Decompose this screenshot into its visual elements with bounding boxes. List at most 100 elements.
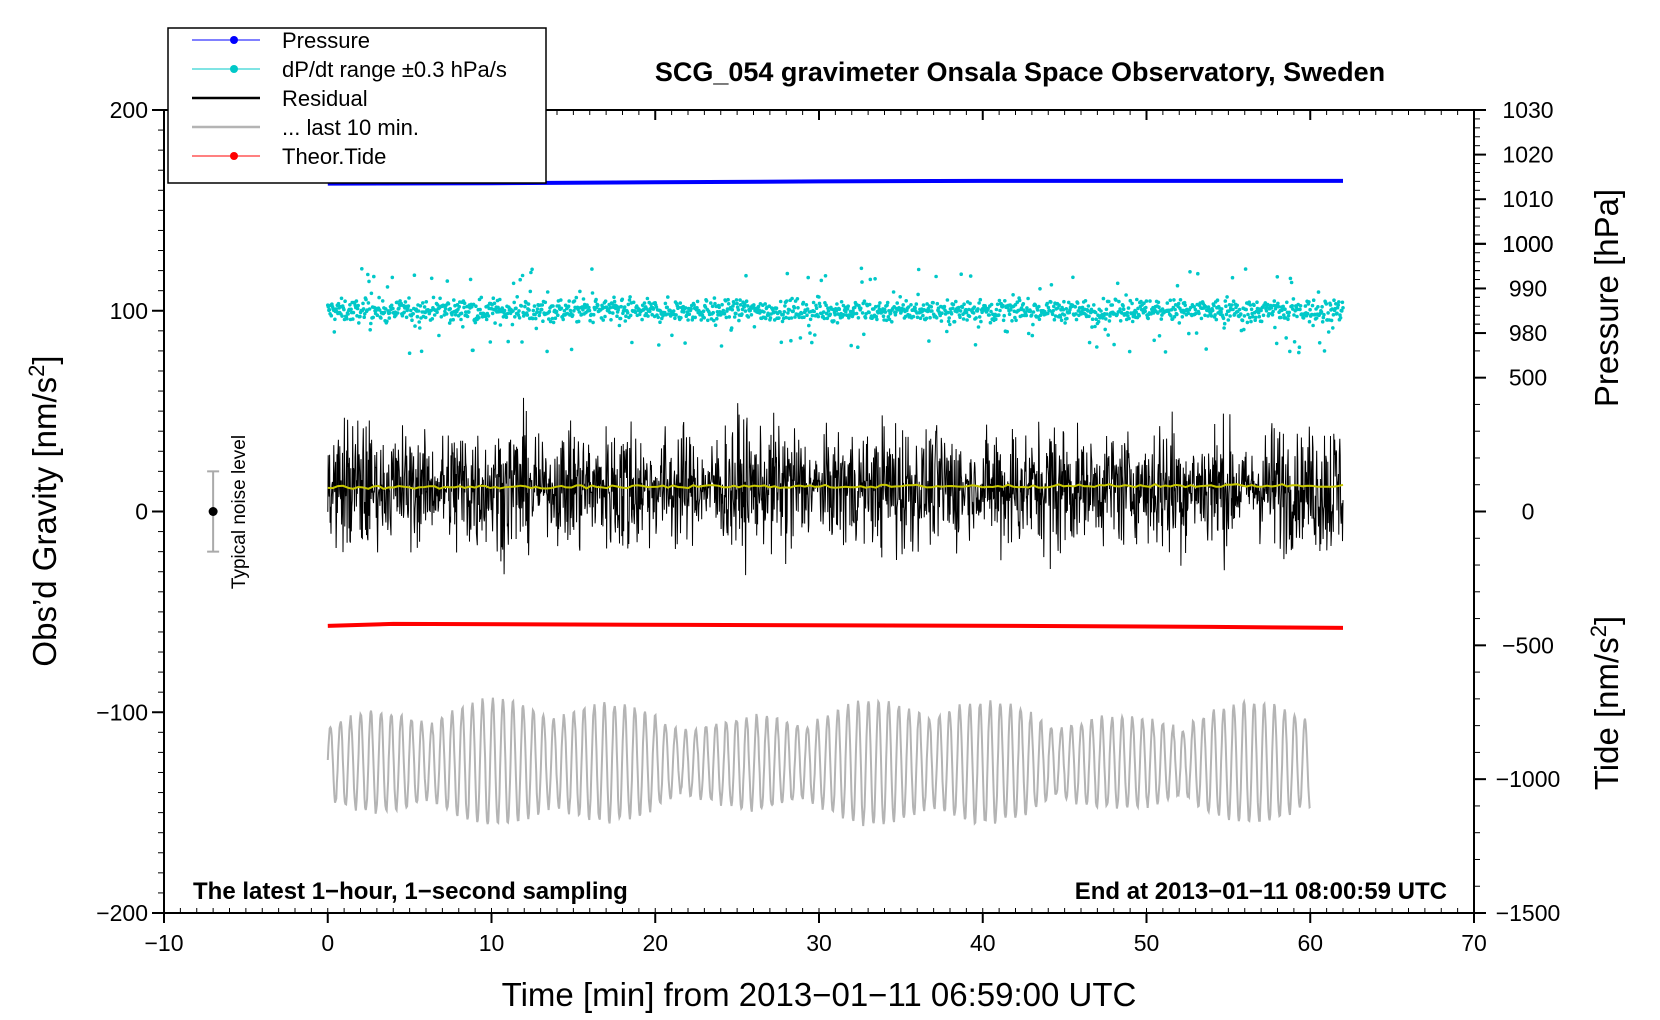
dpdt-point (1127, 316, 1131, 321)
dpdt-point (732, 301, 736, 306)
dpdt-point (1196, 271, 1200, 276)
dpdt-point (1324, 302, 1329, 306)
dpdt-point (491, 296, 496, 301)
dpdt-point (1223, 299, 1228, 303)
y-axis-title-tide-main: Tide [nm/s (1588, 637, 1625, 790)
dpdt-point (356, 303, 361, 308)
dpdt-point (904, 299, 908, 303)
dpdt-point (609, 318, 613, 322)
dpdt-point (590, 291, 595, 295)
dpdt-point (511, 309, 515, 313)
legend-swatch-dot (230, 65, 238, 73)
dpdt-point (1213, 313, 1217, 317)
dpdt-point (364, 297, 368, 302)
dpdt-point (429, 276, 434, 281)
dpdt-point (793, 315, 797, 319)
dpdt-point (887, 317, 892, 322)
dpdt-point (756, 304, 761, 309)
dpdt-point (1221, 316, 1226, 321)
dpdt-point (824, 311, 829, 316)
dpdt-point (372, 274, 376, 279)
y-left-tick-label: 200 (110, 97, 148, 123)
dpdt-point (951, 302, 956, 307)
dpdt-point (1003, 299, 1007, 303)
dpdt-point (814, 306, 819, 311)
dpdt-point (1264, 309, 1269, 313)
dpdt-point (1341, 306, 1345, 310)
dpdt-point (1303, 304, 1308, 308)
dpdt-point (1224, 304, 1228, 309)
dpdt-point (1061, 307, 1066, 312)
dpdt-point (743, 309, 748, 313)
dpdt-point (916, 292, 920, 297)
dpdt-point (851, 309, 855, 313)
dpdt-point (1035, 308, 1040, 312)
dpdt-point (1289, 280, 1294, 285)
x-tick-label: 40 (970, 930, 996, 956)
dpdt-point (1087, 340, 1092, 345)
dpdt-point (443, 306, 448, 311)
noise-label: Typical noise level (229, 435, 250, 589)
dpdt-point (417, 320, 422, 324)
dpdt-point (451, 317, 456, 322)
dpdt-point (1259, 319, 1264, 324)
dpdt-point (612, 299, 617, 304)
dpdt-point (459, 317, 463, 322)
dpdt-point (1322, 349, 1327, 353)
dpdt-point (581, 297, 586, 301)
dpdt-point (925, 309, 930, 314)
dpdt-point (738, 298, 742, 302)
dpdt-point (622, 305, 627, 309)
dpdt-point (1096, 319, 1101, 324)
dpdt-point (645, 296, 650, 301)
dpdt-point (689, 306, 693, 311)
dpdt-point (407, 296, 411, 300)
dpdt-point (577, 310, 582, 314)
dpdt-point (368, 328, 373, 332)
dpdt-point (1292, 313, 1296, 317)
dpdt-point (1058, 315, 1063, 319)
dpdt-point (1320, 305, 1324, 309)
dpdt-point (367, 279, 371, 284)
dpdt-point (535, 310, 539, 315)
dpdt-point (402, 310, 407, 315)
dpdt-point (1139, 299, 1143, 304)
dpdt-point (1083, 299, 1088, 303)
dpdt-point (628, 313, 633, 318)
dpdt-point (1103, 327, 1107, 332)
dpdt-point (884, 318, 889, 323)
dpdt-point (764, 316, 768, 321)
dpdt-point (366, 301, 371, 305)
dpdt-point (1130, 301, 1134, 306)
dpdt-point (911, 314, 916, 319)
dpdt-point (1273, 306, 1278, 311)
dpdt-point (683, 341, 687, 345)
dpdt-point (947, 316, 951, 320)
dpdt-point (537, 313, 542, 318)
dpdt-point (1033, 303, 1038, 307)
dpdt-point (1090, 317, 1095, 322)
dpdt-point (1331, 326, 1335, 330)
dpdt-point (1112, 342, 1116, 347)
dpdt-point (1290, 304, 1294, 308)
dpdt-point (1118, 307, 1122, 311)
dpdt-point (520, 340, 524, 344)
dpdt-point (1173, 307, 1177, 312)
dpdt-point (890, 320, 894, 324)
dpdt-point (1317, 341, 1322, 345)
dpdt-point (539, 307, 544, 312)
dpdt-point (806, 275, 810, 280)
dpdt-point (572, 309, 576, 313)
dpdt-point (1092, 303, 1096, 307)
dpdt-point (825, 316, 830, 321)
dpdt-point (1135, 297, 1139, 302)
dpdt-point (1186, 311, 1190, 316)
dpdt-point (867, 310, 871, 315)
dpdt-point (797, 315, 801, 320)
dpdt-point (663, 301, 668, 306)
dpdt-point (1307, 300, 1311, 304)
dpdt-point (768, 316, 773, 320)
dpdt-point (596, 303, 600, 308)
dpdt-point (456, 307, 460, 312)
dpdt-point (603, 299, 608, 304)
